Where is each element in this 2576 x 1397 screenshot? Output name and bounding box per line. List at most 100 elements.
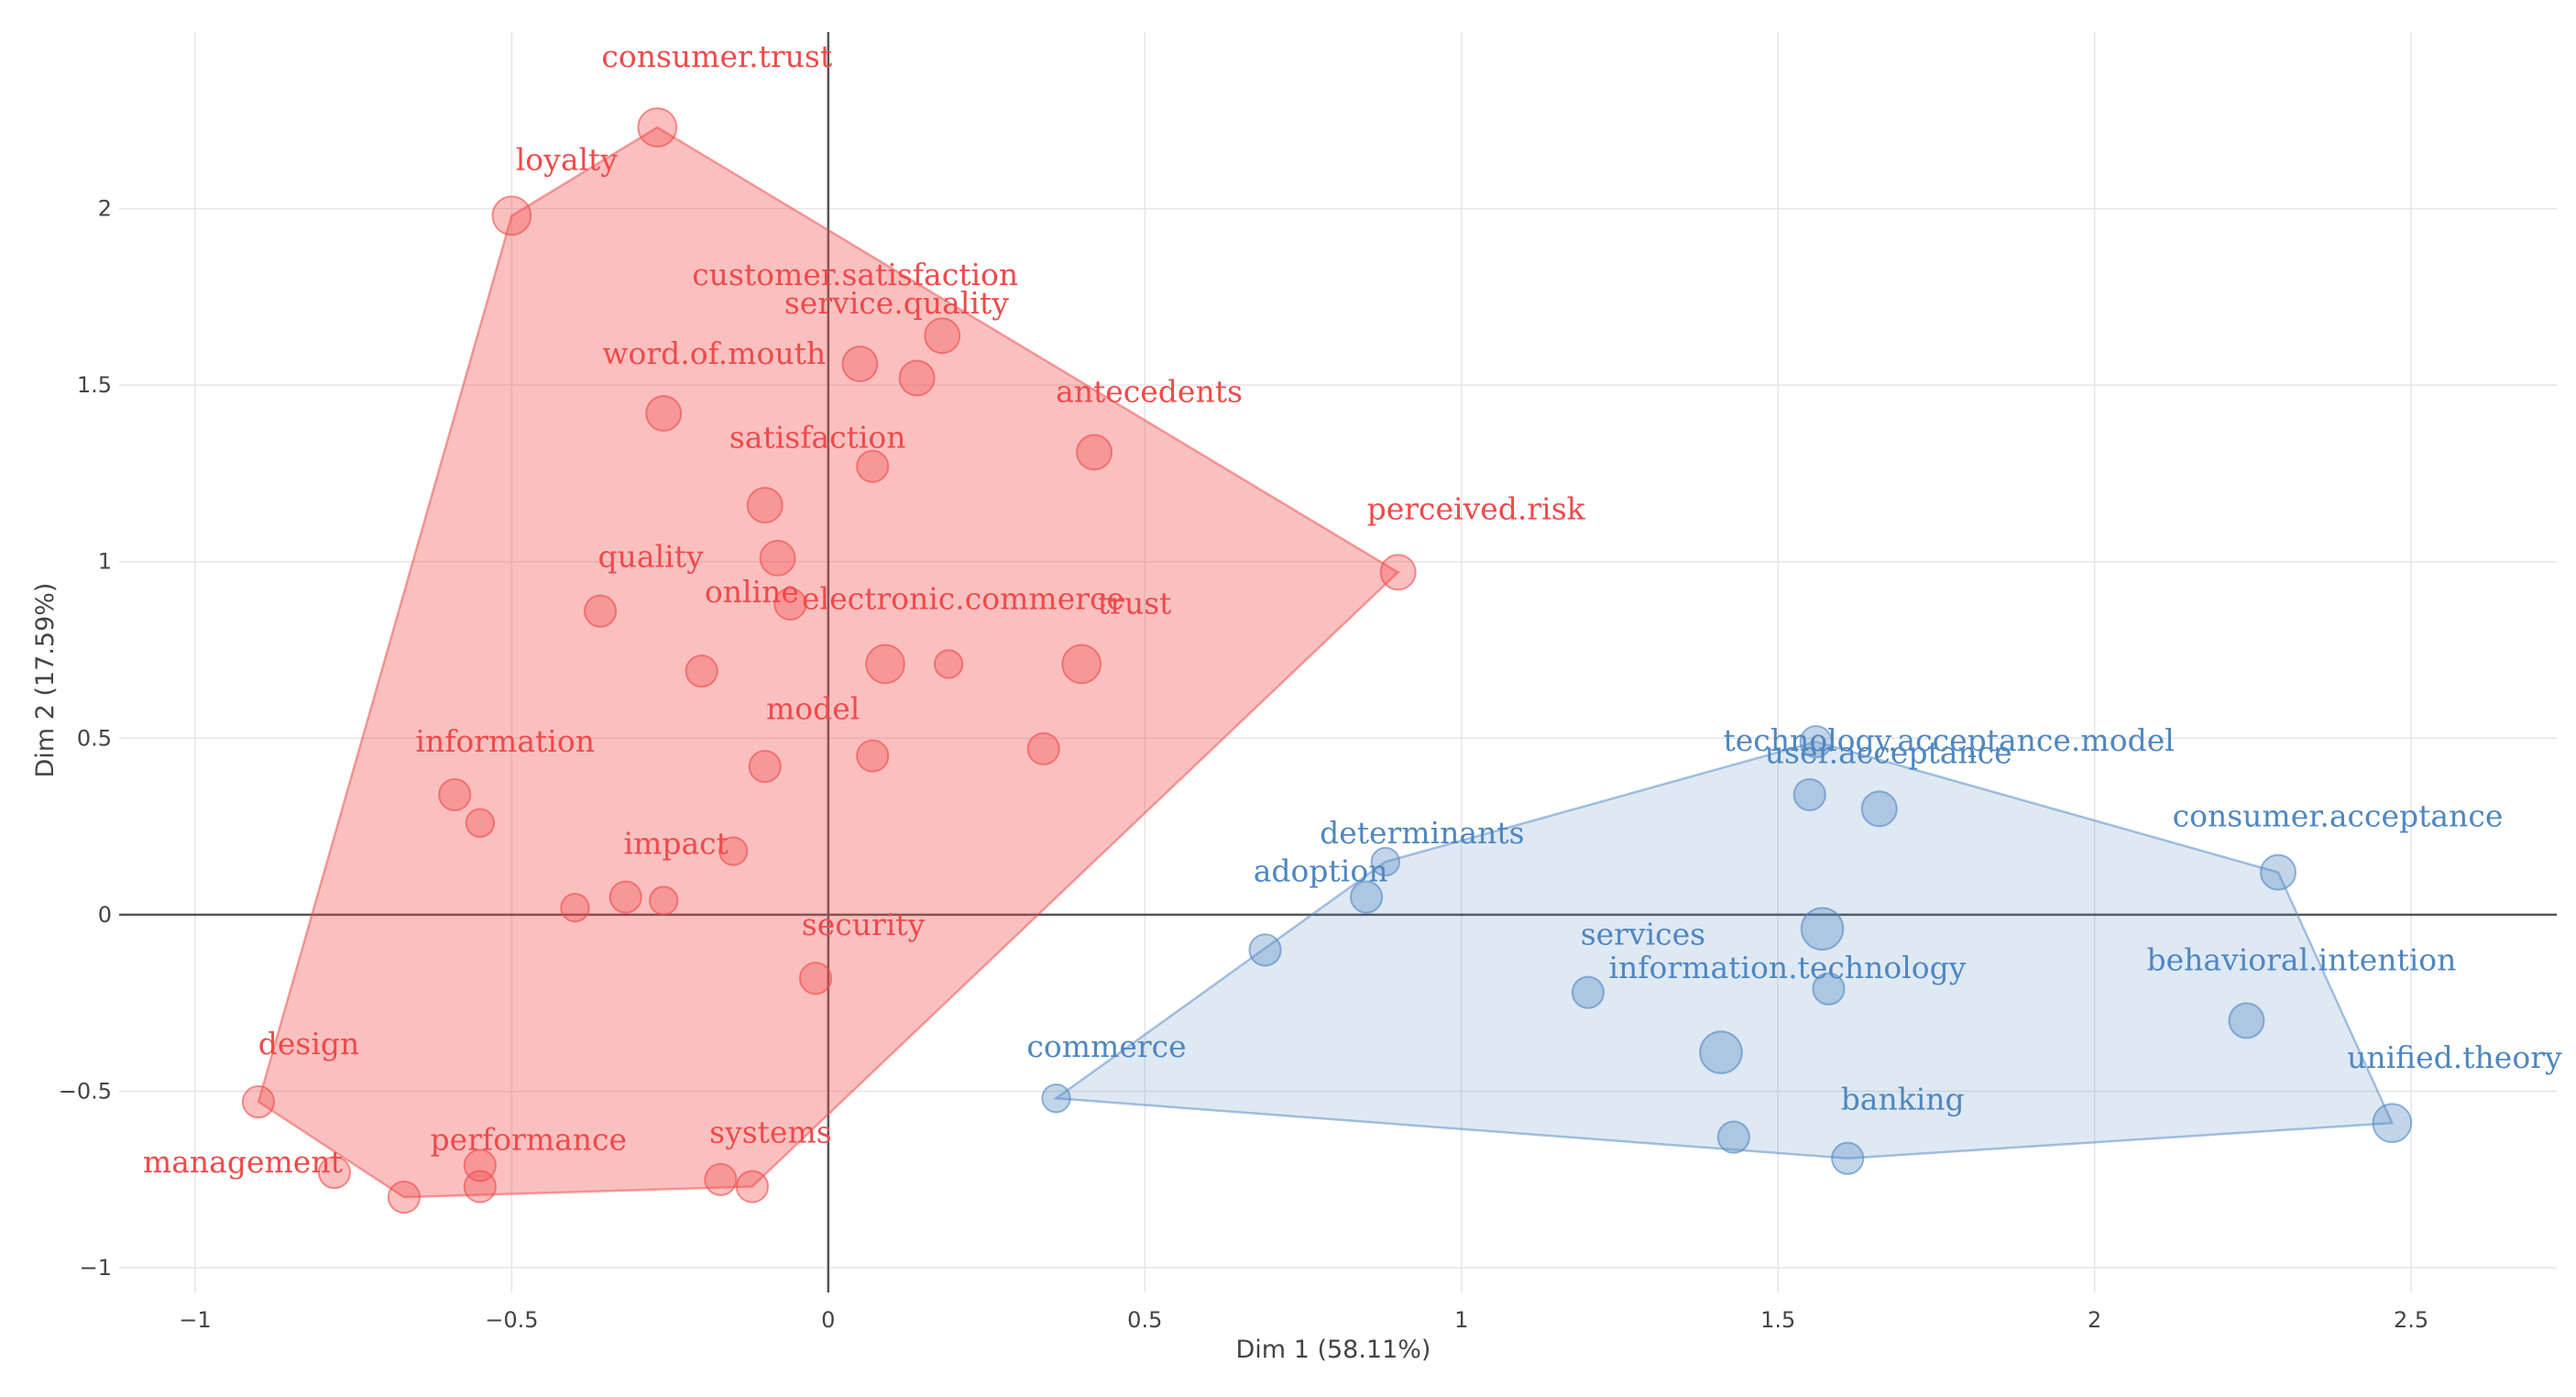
cluster-2-point-label: commerce bbox=[1026, 1028, 1186, 1064]
cluster-2-point bbox=[1800, 907, 1845, 952]
cluster-2-point bbox=[1860, 790, 1898, 828]
cluster-1-hull bbox=[257, 126, 1400, 1199]
cluster-1-point bbox=[798, 962, 833, 996]
cluster-1-point bbox=[1026, 732, 1060, 765]
x-tick-label: 0 bbox=[821, 1307, 835, 1333]
x-axis-title: Dim 1 (58.11%) bbox=[1236, 1336, 1431, 1364]
cluster-1-point-label: information bbox=[415, 723, 595, 759]
cluster-1-point bbox=[718, 836, 749, 866]
cluster-1-point bbox=[748, 750, 782, 784]
cluster-2-point-label: consumer.acceptance bbox=[2173, 798, 2504, 834]
cluster-1-point bbox=[704, 1162, 738, 1196]
cluster-2-point bbox=[1349, 880, 1384, 914]
point-labels: consumer.trust loyalty service.qualitycust… bbox=[143, 38, 2562, 1180]
cluster-1-point-label: consumer.trust bbox=[601, 38, 832, 74]
cluster-1-point bbox=[491, 195, 532, 236]
cluster-1-point bbox=[841, 346, 879, 383]
cluster-1-point bbox=[773, 587, 807, 622]
cluster-1-point bbox=[1061, 644, 1102, 685]
cluster-1-point bbox=[856, 739, 890, 773]
cluster-1-point-label: performance bbox=[431, 1121, 628, 1157]
cluster-1-point bbox=[241, 1084, 276, 1119]
cluster-1-point bbox=[685, 654, 718, 688]
cluster-2-point-label: banking bbox=[1841, 1082, 1965, 1117]
zero-lines bbox=[119, 32, 2557, 1292]
cluster-2-point bbox=[1799, 725, 1833, 759]
cluster-1-point-label: systems bbox=[709, 1114, 832, 1150]
cluster-1-point-label: impact bbox=[624, 826, 729, 862]
cluster-1-point bbox=[933, 649, 964, 679]
cluster-1-point bbox=[1076, 434, 1113, 471]
cluster-1-point bbox=[865, 644, 905, 685]
cluster-1-point bbox=[735, 1170, 770, 1204]
cluster-2-point bbox=[2372, 1103, 2413, 1144]
cluster-1-point-label: security bbox=[802, 907, 926, 942]
cluster-1-point bbox=[608, 880, 642, 914]
y-tick-label: 1 bbox=[98, 549, 112, 575]
cluster-1-point bbox=[898, 359, 936, 397]
cluster-1-point-label: electronic.commerce bbox=[802, 580, 1124, 616]
cluster-1-point-label: management bbox=[143, 1144, 343, 1180]
cluster-hulls bbox=[257, 126, 2395, 1199]
x-tick-label: 0.5 bbox=[1127, 1307, 1162, 1333]
cluster-1-point bbox=[645, 394, 683, 432]
cluster-2-point bbox=[2260, 853, 2296, 891]
x-tick-label: 2 bbox=[2088, 1307, 2101, 1333]
y-tick-label: 0 bbox=[98, 902, 112, 928]
cluster-1-point-label: antecedents bbox=[1056, 373, 1243, 409]
cluster-2-point bbox=[1699, 1030, 1743, 1074]
cluster-1-point-label: word.of.mouth bbox=[602, 336, 826, 371]
cluster-2-point bbox=[1716, 1120, 1750, 1154]
cluster-1-point-label: online bbox=[705, 574, 799, 610]
cluster-1-point bbox=[746, 487, 784, 524]
cluster-2-point-label: adoption bbox=[1254, 853, 1388, 889]
cluster-1-point bbox=[387, 1180, 422, 1215]
cluster-2-point bbox=[1041, 1083, 1071, 1114]
cluster-1-point-label: model bbox=[766, 691, 860, 727]
cluster-2-point bbox=[1571, 975, 1606, 1009]
cluster-1-point bbox=[1379, 554, 1417, 591]
y-tick-label: −0.5 bbox=[59, 1078, 112, 1104]
x-tick-label: 2.5 bbox=[2394, 1307, 2428, 1333]
cluster-1-point bbox=[856, 449, 890, 483]
cluster-2-point bbox=[1248, 933, 1282, 967]
cluster-2-point bbox=[1812, 972, 1846, 1006]
cluster-1-point bbox=[465, 808, 496, 838]
cluster-1-point-label: perceived.risk bbox=[1367, 490, 1586, 526]
cluster-1-point-label: customer.satisfaction bbox=[692, 257, 1018, 292]
cluster-2-point-label: behavioral.intention bbox=[2146, 941, 2456, 977]
cluster-2-hull bbox=[1053, 740, 2395, 1160]
cluster-2-point-label: unified.theory bbox=[2347, 1040, 2562, 1075]
y-axis-title: Dim 2 (17.59%) bbox=[31, 583, 60, 778]
y-tick-label: 1.5 bbox=[77, 372, 112, 398]
cluster-2-point-label: user.acceptance bbox=[1765, 734, 2012, 770]
cluster-1-point-label: quality bbox=[598, 539, 704, 575]
y-tick-label: −1 bbox=[80, 1255, 112, 1281]
cluster-1-point-label: design bbox=[258, 1026, 360, 1062]
cluster-1-point bbox=[463, 1170, 497, 1204]
cluster-1-point bbox=[560, 892, 590, 923]
x-tick-label: 1.5 bbox=[1760, 1307, 1795, 1333]
cluster-1-point-label: service.quality bbox=[784, 285, 1009, 321]
cluster-1-point bbox=[637, 107, 678, 148]
y-tick-label: 2 bbox=[98, 196, 112, 222]
cluster-1-point bbox=[759, 539, 796, 577]
cluster-1-point-label: trust bbox=[1098, 585, 1172, 621]
cluster-2-point-label: technology.acceptance.model bbox=[1723, 722, 2174, 758]
cluster-1-point-label: satisfaction bbox=[729, 420, 906, 456]
x-tick-label: −0.5 bbox=[485, 1307, 538, 1333]
axis-ticks: −1 −0.5 0 0.5 1 1.5 2 2.5 −1 −0.5 0 0.5 1 1.5 2 bbox=[59, 196, 2428, 1333]
cluster-1-point-label: loyalty bbox=[516, 141, 619, 177]
x-tick-label: −1 bbox=[179, 1307, 211, 1333]
cluster-2-point bbox=[2228, 1002, 2265, 1040]
cluster-1-point bbox=[583, 594, 618, 628]
data-points bbox=[241, 107, 2413, 1215]
cluster-1-point bbox=[648, 886, 679, 916]
cluster-2-point bbox=[1792, 777, 1826, 812]
cluster-1-point bbox=[438, 777, 472, 812]
cluster-1-point bbox=[924, 317, 961, 355]
cluster-2-point bbox=[1831, 1141, 1865, 1175]
grid-layer bbox=[119, 32, 2557, 1292]
cluster-2-point-label: services bbox=[1581, 917, 1705, 952]
